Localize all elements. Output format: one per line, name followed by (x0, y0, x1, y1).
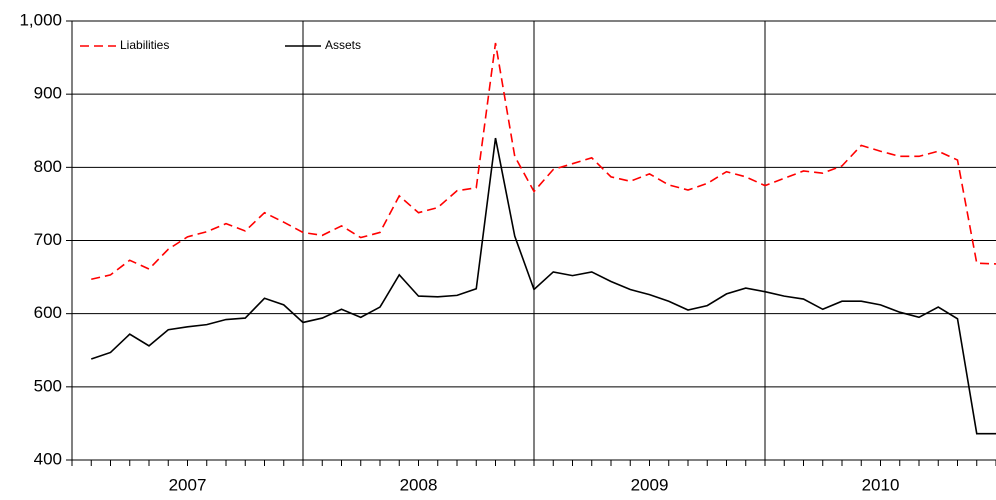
y-tick-label: 1,000 (19, 10, 62, 29)
series-line (91, 42, 996, 281)
legend-label: Liabilities (120, 38, 169, 52)
y-tick-label: 500 (34, 376, 62, 395)
y-tick-label: 400 (34, 449, 62, 468)
y-tick-label: 600 (34, 303, 62, 322)
y-tick-label: 900 (34, 84, 62, 103)
y-tick-label: 800 (34, 157, 62, 176)
series-line (90, 137, 996, 435)
x-group-label: 2010 (862, 475, 900, 494)
x-group-label: 2009 (631, 475, 669, 494)
legend-label: Assets (325, 38, 361, 52)
x-group-label: 2007 (169, 475, 207, 494)
x-group-label: 2008 (400, 475, 438, 494)
y-tick-label: 700 (34, 230, 62, 249)
